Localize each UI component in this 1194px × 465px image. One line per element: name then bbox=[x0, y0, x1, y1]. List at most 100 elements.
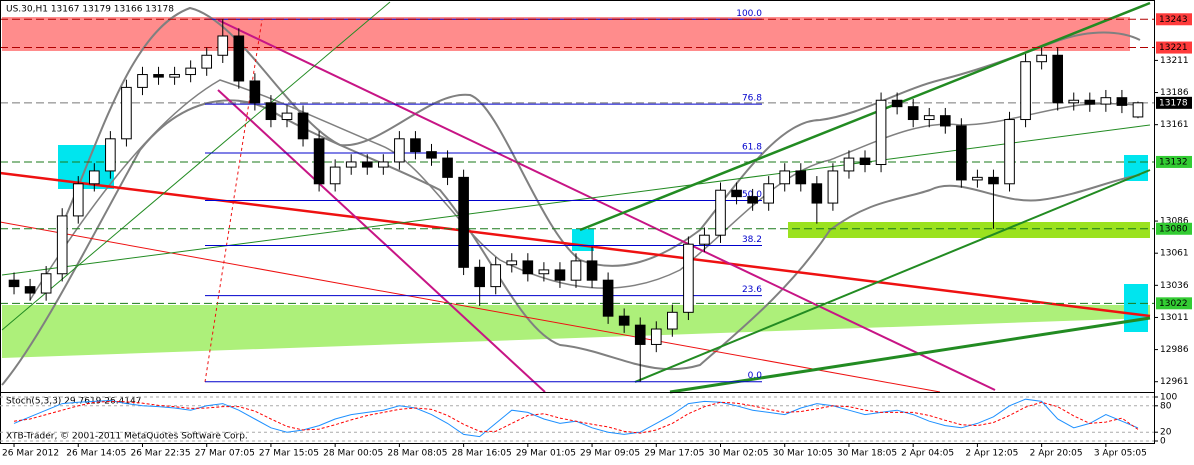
stoch-tick-label: 0 bbox=[1160, 437, 1166, 447]
candle-body bbox=[201, 54, 213, 69]
x-tick-label: 3 Apr 05:05 bbox=[1094, 449, 1147, 459]
x-tick-label: 2 Apr 20:05 bbox=[1030, 449, 1083, 459]
y-tick-label: 13011 bbox=[1160, 313, 1189, 323]
candle-body bbox=[731, 189, 742, 198]
price-label: 13243 bbox=[1159, 15, 1188, 25]
candle-body bbox=[618, 315, 630, 326]
candle-body bbox=[988, 176, 999, 185]
candle-body bbox=[1132, 102, 1144, 118]
x-tick-label: 29 Mar 01:05 bbox=[516, 449, 576, 459]
candle-body bbox=[105, 138, 116, 172]
candle-body bbox=[522, 260, 534, 275]
mark-layer bbox=[8, 19, 1144, 382]
candle-body bbox=[169, 74, 180, 78]
price-label-box bbox=[1156, 222, 1192, 235]
candle-body bbox=[811, 183, 823, 204]
candle-body bbox=[297, 112, 309, 140]
x-tick-label: 28 Mar 00:05 bbox=[323, 449, 383, 459]
candle-body bbox=[474, 266, 485, 288]
x-tick-label: 30 Mar 10:05 bbox=[773, 449, 833, 459]
candle-body bbox=[329, 166, 341, 185]
candle-body bbox=[378, 161, 389, 168]
y-tick-label: 13161 bbox=[1160, 120, 1189, 130]
fib-label: 61.8 bbox=[742, 142, 762, 152]
x-tick-label: 29 Mar 09:05 bbox=[580, 449, 640, 459]
candle-body bbox=[1052, 54, 1064, 104]
candle-body bbox=[40, 273, 52, 294]
y-tick-label: 13211 bbox=[1160, 56, 1189, 66]
candle-body bbox=[1100, 97, 1112, 105]
bollinger-lower bbox=[1, 99, 1141, 386]
candle-body bbox=[891, 99, 903, 108]
footer: XTB-Trader, © 2001-2011 MetaQuotes Softw… bbox=[6, 432, 248, 442]
candle-body bbox=[795, 170, 807, 185]
candle-body bbox=[843, 157, 855, 172]
candle-body bbox=[490, 264, 502, 288]
candle-body bbox=[313, 138, 325, 185]
price-label: 13080 bbox=[1159, 224, 1188, 234]
price-label-box bbox=[1156, 41, 1192, 54]
candle-body bbox=[1004, 119, 1015, 185]
candle-body bbox=[1036, 54, 1047, 63]
candle-body bbox=[763, 183, 774, 204]
candle-body bbox=[265, 102, 277, 121]
price-label-box bbox=[1156, 96, 1192, 109]
x-tick-label: 30 Mar 02:05 bbox=[709, 449, 769, 459]
candle-body bbox=[121, 86, 132, 140]
candle-body bbox=[939, 115, 951, 127]
candle-body bbox=[650, 328, 662, 345]
candle-body bbox=[233, 35, 245, 82]
stoch-line bbox=[13, 400, 1139, 434]
candle-body bbox=[410, 138, 421, 153]
candle-body bbox=[875, 99, 887, 166]
candle-body bbox=[1020, 61, 1031, 121]
chart-frame bbox=[0, 0, 1155, 444]
candle-body bbox=[538, 269, 550, 275]
channel-line bbox=[669, 316, 1151, 394]
x-tick-label: 28 Mar 16:05 bbox=[452, 449, 512, 459]
candle-body bbox=[281, 112, 293, 121]
y-tick-label: 13186 bbox=[1160, 88, 1189, 98]
fib-label: 23.6 bbox=[742, 285, 762, 295]
y-tick-label: 13036 bbox=[1160, 281, 1189, 291]
trend-line bbox=[1, 1, 391, 331]
x-tick-label: 30 Mar 18:05 bbox=[837, 449, 897, 459]
support-zone bbox=[788, 222, 1150, 238]
chart-title: US.30,H1 13167 13179 13166 13178 bbox=[6, 5, 174, 15]
x-tick-label: 2 Apr 12:05 bbox=[965, 449, 1018, 459]
candle-body bbox=[1068, 99, 1080, 104]
stoch-tick-label: 20 bbox=[1160, 428, 1172, 438]
highlight-box bbox=[1124, 284, 1148, 332]
candle-body bbox=[185, 67, 196, 76]
x-tick-label: 29 Mar 17:05 bbox=[644, 449, 704, 459]
candle-body bbox=[859, 157, 871, 166]
channel-line bbox=[634, 169, 1151, 383]
x-tick-label: 27 Mar 15:05 bbox=[259, 449, 319, 459]
candle-body bbox=[426, 151, 437, 159]
candle-body bbox=[1084, 99, 1096, 105]
x-tick-label: 28 Mar 08:05 bbox=[387, 449, 447, 459]
candle-body bbox=[667, 311, 678, 330]
candle-body bbox=[747, 196, 758, 204]
candle-body bbox=[972, 176, 983, 181]
candle-body bbox=[153, 74, 164, 78]
candle-body bbox=[24, 286, 36, 294]
price-label: 13132 bbox=[1159, 157, 1188, 167]
y-tick-label: 13061 bbox=[1160, 249, 1189, 259]
support-zone bbox=[2, 305, 1150, 358]
indicator-title: Stoch(5,3,3) 29.7619 26.4147 bbox=[6, 397, 141, 407]
resistance-zone bbox=[2, 17, 1130, 51]
candle-body bbox=[458, 176, 469, 268]
candle-body bbox=[923, 115, 935, 121]
trend-line bbox=[0, 171, 1151, 318]
candle-body bbox=[137, 74, 148, 88]
price-label-box bbox=[1156, 155, 1192, 168]
fib-label: 100.0 bbox=[736, 9, 762, 19]
candle-body bbox=[217, 35, 229, 56]
x-tick-label: 26 Mar 22:35 bbox=[130, 449, 190, 459]
price-label-box bbox=[1156, 13, 1192, 26]
x-tick-label: 26 Mar 2012 bbox=[2, 449, 59, 459]
analysis-objects bbox=[0, 1, 1151, 394]
